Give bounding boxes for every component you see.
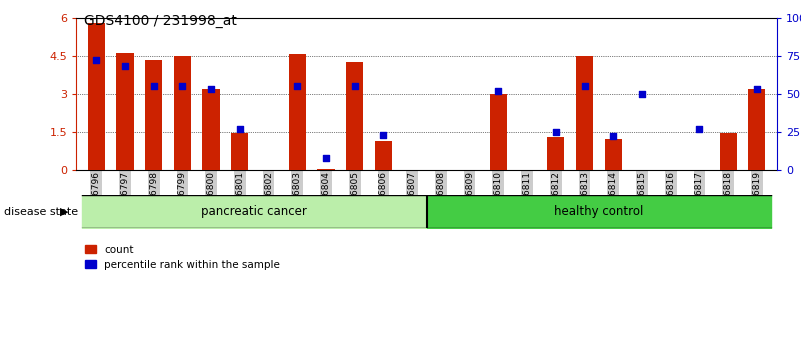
Point	[205, 86, 218, 92]
Point	[693, 126, 706, 132]
Point	[635, 91, 648, 97]
Point	[176, 84, 189, 89]
Text: healthy control: healthy control	[554, 205, 643, 218]
Point	[578, 84, 591, 89]
Legend: count, percentile rank within the sample: count, percentile rank within the sample	[82, 241, 284, 274]
Bar	[317, 169, 335, 170]
Point	[377, 132, 390, 138]
Bar	[116, 53, 134, 170]
Point	[147, 84, 160, 89]
Bar	[346, 62, 364, 170]
Bar	[231, 133, 248, 170]
Bar	[547, 137, 565, 170]
Bar	[719, 133, 737, 170]
Point	[492, 88, 505, 93]
Bar	[288, 55, 306, 170]
Point	[348, 84, 361, 89]
Bar	[748, 89, 766, 170]
Bar	[87, 23, 105, 170]
Point	[233, 126, 246, 132]
Bar	[375, 141, 392, 170]
Point	[291, 84, 304, 89]
Text: pancreatic cancer: pancreatic cancer	[201, 205, 307, 218]
Point	[607, 133, 620, 139]
Bar	[145, 59, 163, 170]
Bar	[605, 139, 622, 170]
Point	[119, 64, 131, 69]
Point	[751, 86, 763, 92]
Bar	[489, 94, 507, 170]
Bar	[174, 56, 191, 170]
Bar	[576, 56, 593, 170]
Point	[320, 155, 332, 161]
Text: disease state: disease state	[4, 206, 78, 217]
Text: GDS4100 / 231998_at: GDS4100 / 231998_at	[84, 14, 237, 28]
Bar	[203, 89, 219, 170]
Point	[90, 57, 103, 63]
Text: ▶: ▶	[59, 206, 68, 217]
Point	[549, 129, 562, 135]
